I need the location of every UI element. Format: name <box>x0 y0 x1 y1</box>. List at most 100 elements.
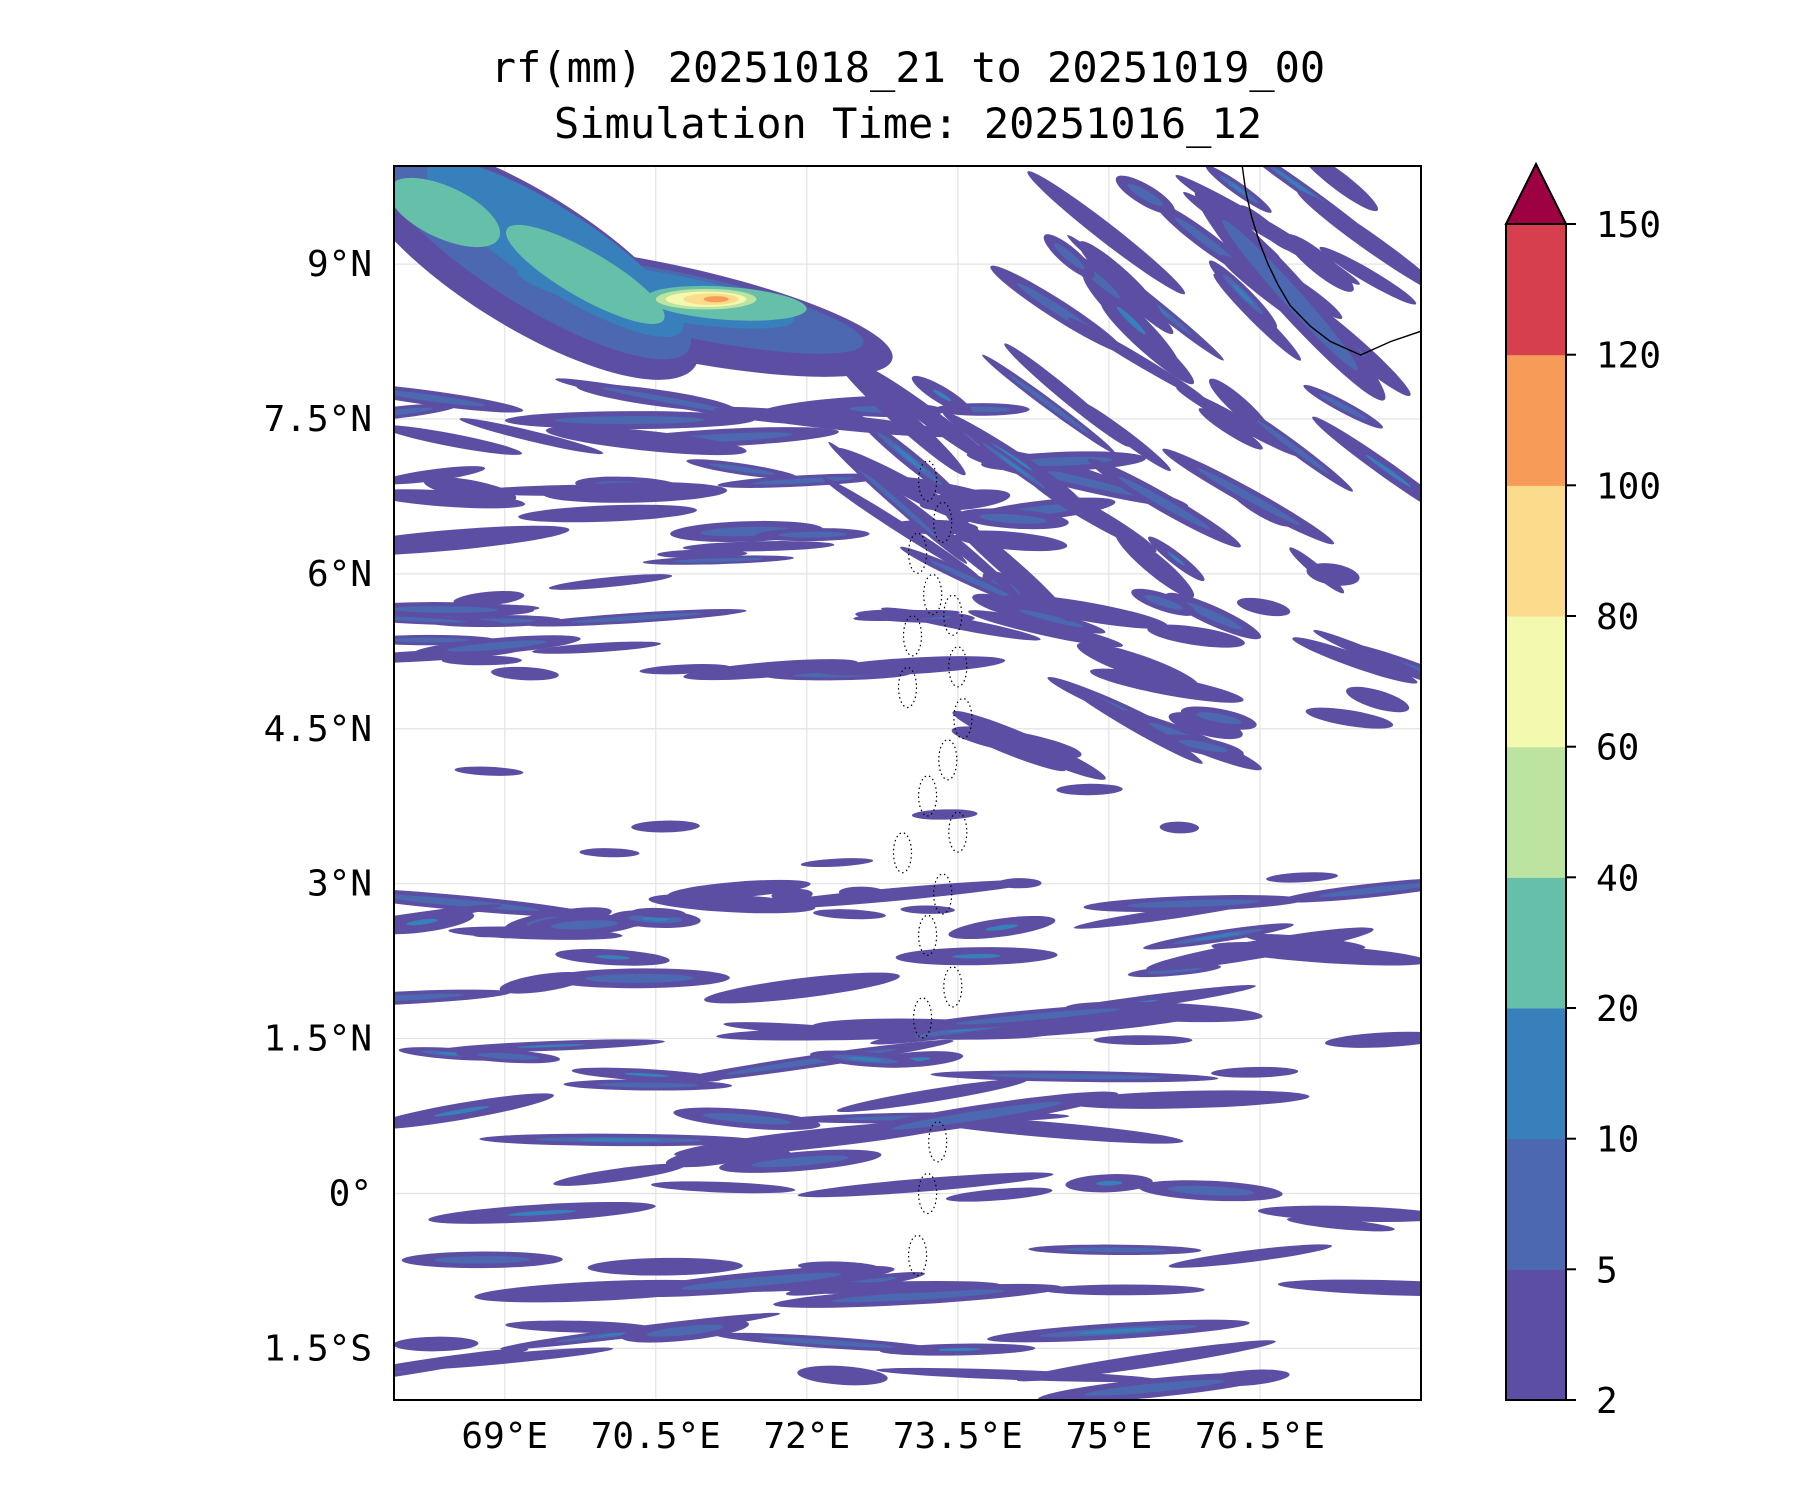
colorbar-tick-label: 80 <box>1596 597 1639 638</box>
rain-cell <box>956 726 1066 772</box>
rain-cell <box>1168 712 1243 740</box>
x-tick-label: 70.5°E <box>591 1416 721 1457</box>
rain-cell <box>704 972 900 1004</box>
rain-cell <box>1056 783 1123 796</box>
rain-cell <box>1324 1031 1421 1048</box>
rain-cell <box>631 820 700 833</box>
rain-cell <box>934 1348 981 1352</box>
rain-cell <box>1093 1035 1193 1046</box>
rain-cell <box>1292 637 1418 684</box>
rain-cell <box>838 886 887 899</box>
rain-cell <box>797 1172 1054 1198</box>
rain-cell <box>394 1336 479 1352</box>
colorbar-extend-arrow <box>1504 161 1568 225</box>
rain-cell <box>1266 872 1338 883</box>
x-tick-label: 73.5°E <box>893 1416 1023 1457</box>
rain-cell <box>1004 343 1130 447</box>
rain-cell <box>1127 899 1260 908</box>
colorbar-tick-label: 40 <box>1596 858 1639 899</box>
x-tick-label: 69°E <box>461 1416 548 1457</box>
rain-cell <box>673 557 764 563</box>
rain-cell <box>1167 1185 1254 1196</box>
rain-cell <box>945 1187 1053 1202</box>
maldives-atoll <box>917 775 938 817</box>
rain-cell <box>714 407 962 438</box>
rain-cell <box>1116 306 1146 335</box>
rain-cell <box>1319 393 1368 420</box>
rain-cell <box>682 541 835 552</box>
rain-cell <box>406 918 438 926</box>
colorbar-tick-label: 20 <box>1596 989 1639 1030</box>
rain-cell <box>394 525 570 556</box>
rain-cell <box>453 590 525 607</box>
rain-cell <box>518 504 698 523</box>
rain-cell <box>990 443 1033 471</box>
maldives-atoll <box>897 666 918 709</box>
rain-cell <box>394 1347 614 1372</box>
rain-cell <box>1115 531 1195 598</box>
rain-cell <box>532 641 661 654</box>
rain-cell <box>979 513 1047 524</box>
x-tick-label: 76.5°E <box>1195 1416 1325 1457</box>
maldives-atoll <box>953 697 973 740</box>
rain-cell <box>955 1008 1120 1025</box>
rain-cell <box>1365 454 1412 488</box>
rain-cell <box>587 1257 743 1276</box>
rain-cell <box>1167 552 1185 566</box>
rain-cell <box>1184 602 1242 630</box>
maldives-atoll <box>948 811 968 853</box>
rain-cell <box>394 466 486 485</box>
coastlines <box>892 166 1421 1277</box>
colorbar-tick-label: 120 <box>1596 336 1661 377</box>
rain-cell <box>641 916 669 922</box>
colorbar-segment <box>1506 877 1566 1009</box>
rain-cell <box>856 466 940 540</box>
rain-cell <box>1313 629 1421 684</box>
colorbar-tick-label: 10 <box>1596 1120 1639 1161</box>
rain-cell <box>848 1056 882 1062</box>
rain-cell <box>1222 220 1358 371</box>
rain-cell <box>394 425 523 455</box>
rain-cell <box>760 1337 895 1348</box>
rain-cell <box>433 1106 490 1117</box>
rain-cell <box>595 955 630 960</box>
rain-cell <box>1257 1205 1421 1222</box>
rain-cell <box>1068 686 1203 764</box>
rain-cell <box>1198 408 1263 450</box>
rainfall-field <box>394 166 1421 1400</box>
rain-cell <box>394 615 467 623</box>
y-tick-label: 9°N <box>307 244 372 285</box>
maldives-atoll <box>943 966 963 1008</box>
rain-cell <box>665 1142 780 1168</box>
colorbar-tick-label: 100 <box>1596 466 1661 507</box>
rain-cell <box>1042 1284 1205 1296</box>
colorbar-segment <box>1506 746 1566 878</box>
rain-cell <box>836 1078 1028 1113</box>
rain-cell <box>1211 1066 1299 1078</box>
rain-cell <box>968 610 1124 648</box>
rain-cell <box>1016 1340 1276 1382</box>
rain-cell <box>1195 932 1242 941</box>
y-tick-label: 1.5°S <box>264 1328 372 1369</box>
rain-cell <box>1076 642 1200 690</box>
chart-subtitle: Simulation Time: 20251016_12 <box>554 99 1262 148</box>
maldives-atoll <box>928 1121 948 1163</box>
x-tick-label: 75°E <box>1066 1416 1153 1457</box>
rain-cell <box>1232 284 1254 305</box>
rain-cell <box>507 1209 577 1216</box>
rain-cell <box>998 454 1030 478</box>
rain-cell <box>1147 624 1245 648</box>
colorbar-tick-label: 5 <box>1596 1250 1618 1291</box>
rain-cell <box>681 1272 842 1290</box>
rain-cell <box>985 924 1018 931</box>
rain-cell <box>1211 941 1421 966</box>
rain-cell <box>751 1155 850 1168</box>
colorbar-frame <box>1505 223 1567 1401</box>
rain-cell <box>778 531 847 538</box>
rain-cell <box>553 1163 685 1186</box>
y-tick-label: 1.5°N <box>264 1019 372 1060</box>
rain-cell <box>624 1072 670 1077</box>
rain-cell <box>517 1044 586 1048</box>
y-tick-label: 6°N <box>307 554 372 595</box>
rain-cell <box>1228 182 1249 197</box>
